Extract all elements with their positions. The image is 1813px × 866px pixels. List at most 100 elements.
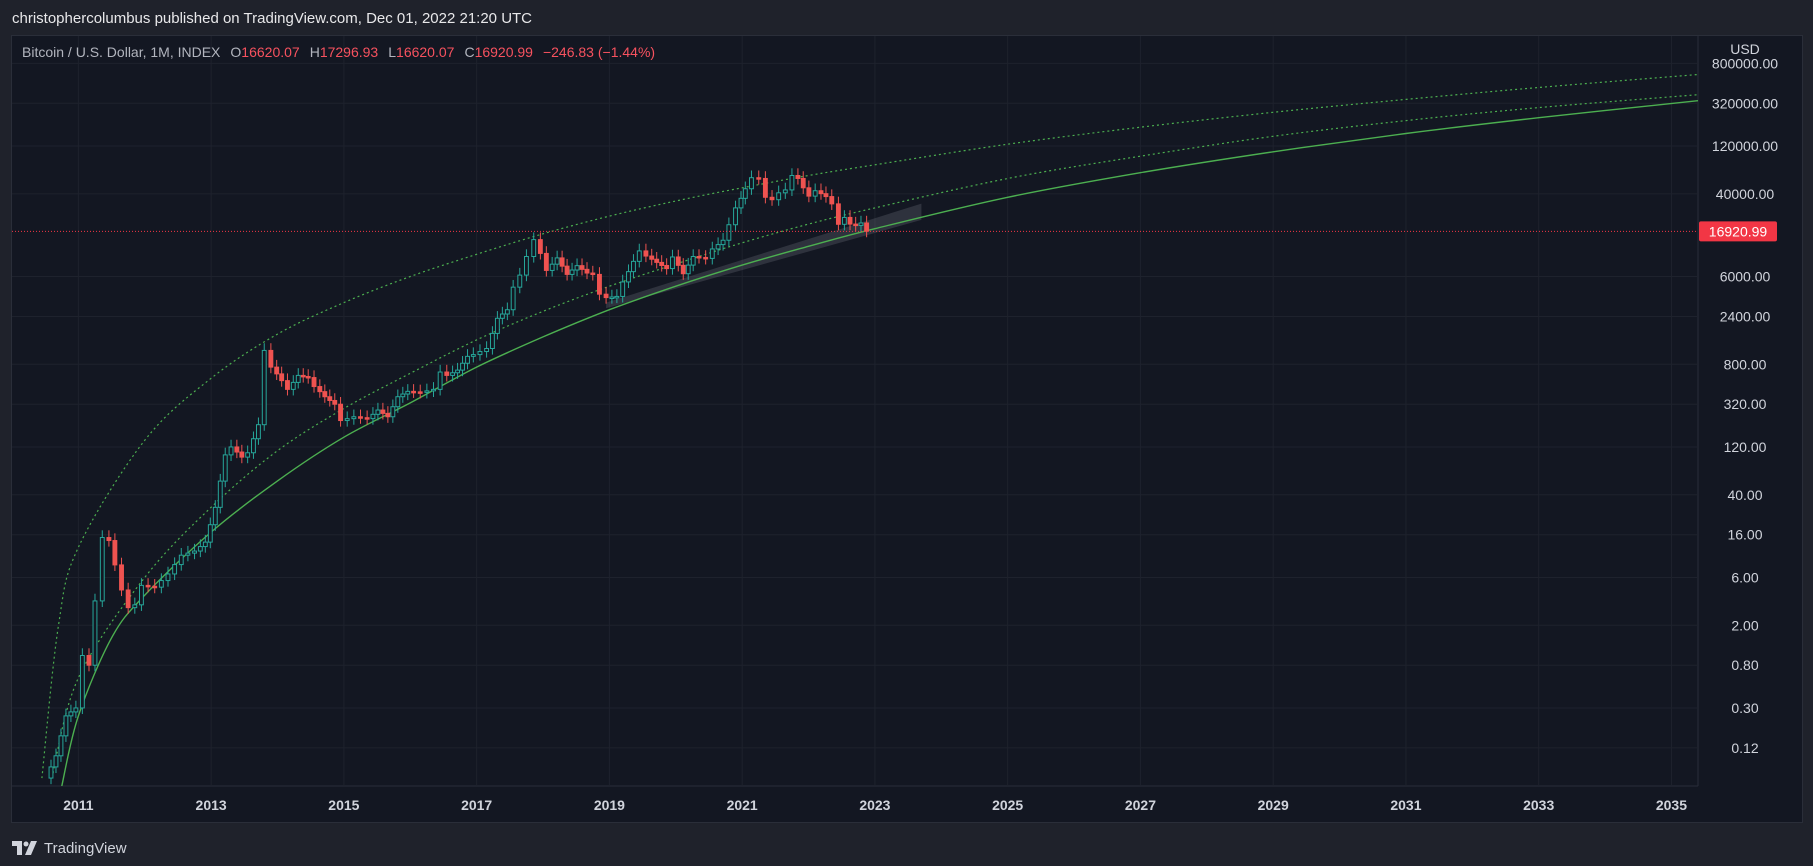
candle-body [685, 264, 691, 275]
y-tick-label: 800.00 [1724, 356, 1767, 372]
close-value: 16920.99 [474, 44, 533, 60]
last-price-label: 16920.99 [1709, 223, 1768, 239]
tradingview-brand: TradingView [44, 839, 127, 857]
published-header: christophercolumbus published on Trading… [0, 0, 1813, 36]
candle-body [145, 584, 151, 588]
candle-body [375, 409, 381, 415]
candle-body [626, 271, 631, 283]
candle-body [79, 654, 85, 709]
last-price-badge [1699, 221, 1777, 242]
y-tick-label: 0.80 [1731, 657, 1758, 673]
candle-body [400, 393, 406, 398]
price-axis: 800000.00 320000.00 120000.00 40000.00 6000.… [1699, 41, 1778, 756]
candle-body [631, 260, 636, 273]
candle-body [523, 256, 529, 276]
candle-body [125, 589, 131, 609]
candle-body [332, 399, 338, 405]
footer: TradingView [0, 830, 1813, 866]
candle-body [477, 351, 483, 356]
candle-body [158, 580, 164, 588]
base-curve [61, 100, 1698, 786]
tradingview-logo[interactable]: TradingView [12, 840, 127, 857]
candle-body [812, 190, 818, 197]
candle-body [417, 391, 423, 394]
x-tick-label: 2019 [594, 797, 625, 813]
candle-body [853, 223, 859, 227]
candle-body [789, 175, 795, 191]
candle-body [489, 332, 495, 349]
shaded-band [606, 203, 922, 309]
candle-body [99, 537, 105, 602]
candle-body [437, 371, 443, 390]
candle-body [696, 256, 702, 259]
candle-body [543, 252, 549, 271]
candle-body [358, 416, 363, 419]
candle-body [251, 438, 256, 454]
chart-grid [12, 36, 1699, 787]
candle-body [654, 258, 660, 263]
currency-label: USD [1730, 41, 1760, 57]
candle-body [823, 193, 829, 198]
candle-body [864, 222, 870, 232]
candle-body [603, 293, 609, 299]
candle-body [261, 349, 267, 426]
upper-curve [41, 73, 1698, 779]
open-value: 16620.07 [241, 44, 300, 60]
candle-body [806, 187, 812, 197]
candle-body [385, 412, 391, 418]
y-tick-label: 0.12 [1731, 740, 1758, 756]
candle-body [664, 264, 670, 270]
x-tick-label: 2031 [1390, 797, 1421, 813]
candle-body [338, 403, 344, 422]
candle-body [424, 390, 430, 393]
candle-body [344, 418, 350, 422]
candle-body [411, 390, 417, 394]
candle-body [742, 188, 748, 199]
candle-body [554, 257, 560, 265]
candle-body [351, 416, 357, 420]
candle-body [504, 309, 510, 315]
candle-body [800, 177, 806, 189]
y-tick-label: 40000.00 [1716, 186, 1775, 202]
x-tick-label: 2013 [196, 797, 227, 813]
close-label: C [464, 44, 475, 60]
candle-body [165, 573, 171, 582]
candle-body [53, 755, 59, 768]
candle-body [450, 372, 456, 376]
candle-body [92, 600, 98, 666]
candle-body [295, 374, 301, 383]
low-label: L [388, 44, 397, 60]
candle-body [776, 192, 782, 201]
candle-body [597, 273, 602, 295]
chart-frame[interactable] [11, 35, 1803, 823]
candle-body [222, 454, 228, 482]
plot-area [12, 73, 1698, 786]
candle-body [769, 196, 775, 201]
candle-body [465, 355, 470, 364]
candle-body [444, 371, 450, 376]
candle-body [460, 362, 465, 371]
candle-body [139, 584, 144, 606]
time-axis: 2011 2013 2015 2017 2019 2021 2023 2025 2027 2029… [63, 797, 1687, 813]
candle-body [569, 269, 575, 275]
candle-body [659, 261, 665, 266]
symbol-label: Bitcoin / U.S. Dollar, 1M, INDEX [22, 44, 221, 60]
candle-body [680, 264, 686, 275]
candle-body [620, 281, 626, 297]
y-tick-label: 800000.00 [1712, 55, 1778, 71]
candle-body [858, 222, 864, 226]
candle-body [829, 196, 835, 205]
candle-body [835, 203, 841, 225]
y-tick-label: 320000.00 [1712, 95, 1778, 111]
candle-body [112, 540, 118, 566]
y-tick-label: 6000.00 [1720, 269, 1771, 285]
candle-body [68, 711, 74, 717]
candle-body [405, 390, 411, 395]
candle-body [395, 396, 401, 408]
candle-body [119, 564, 124, 591]
x-tick-label: 2015 [328, 797, 359, 813]
candle-body [841, 216, 847, 225]
candle-body [268, 349, 274, 368]
y-tick-label: 120.00 [1724, 439, 1767, 455]
